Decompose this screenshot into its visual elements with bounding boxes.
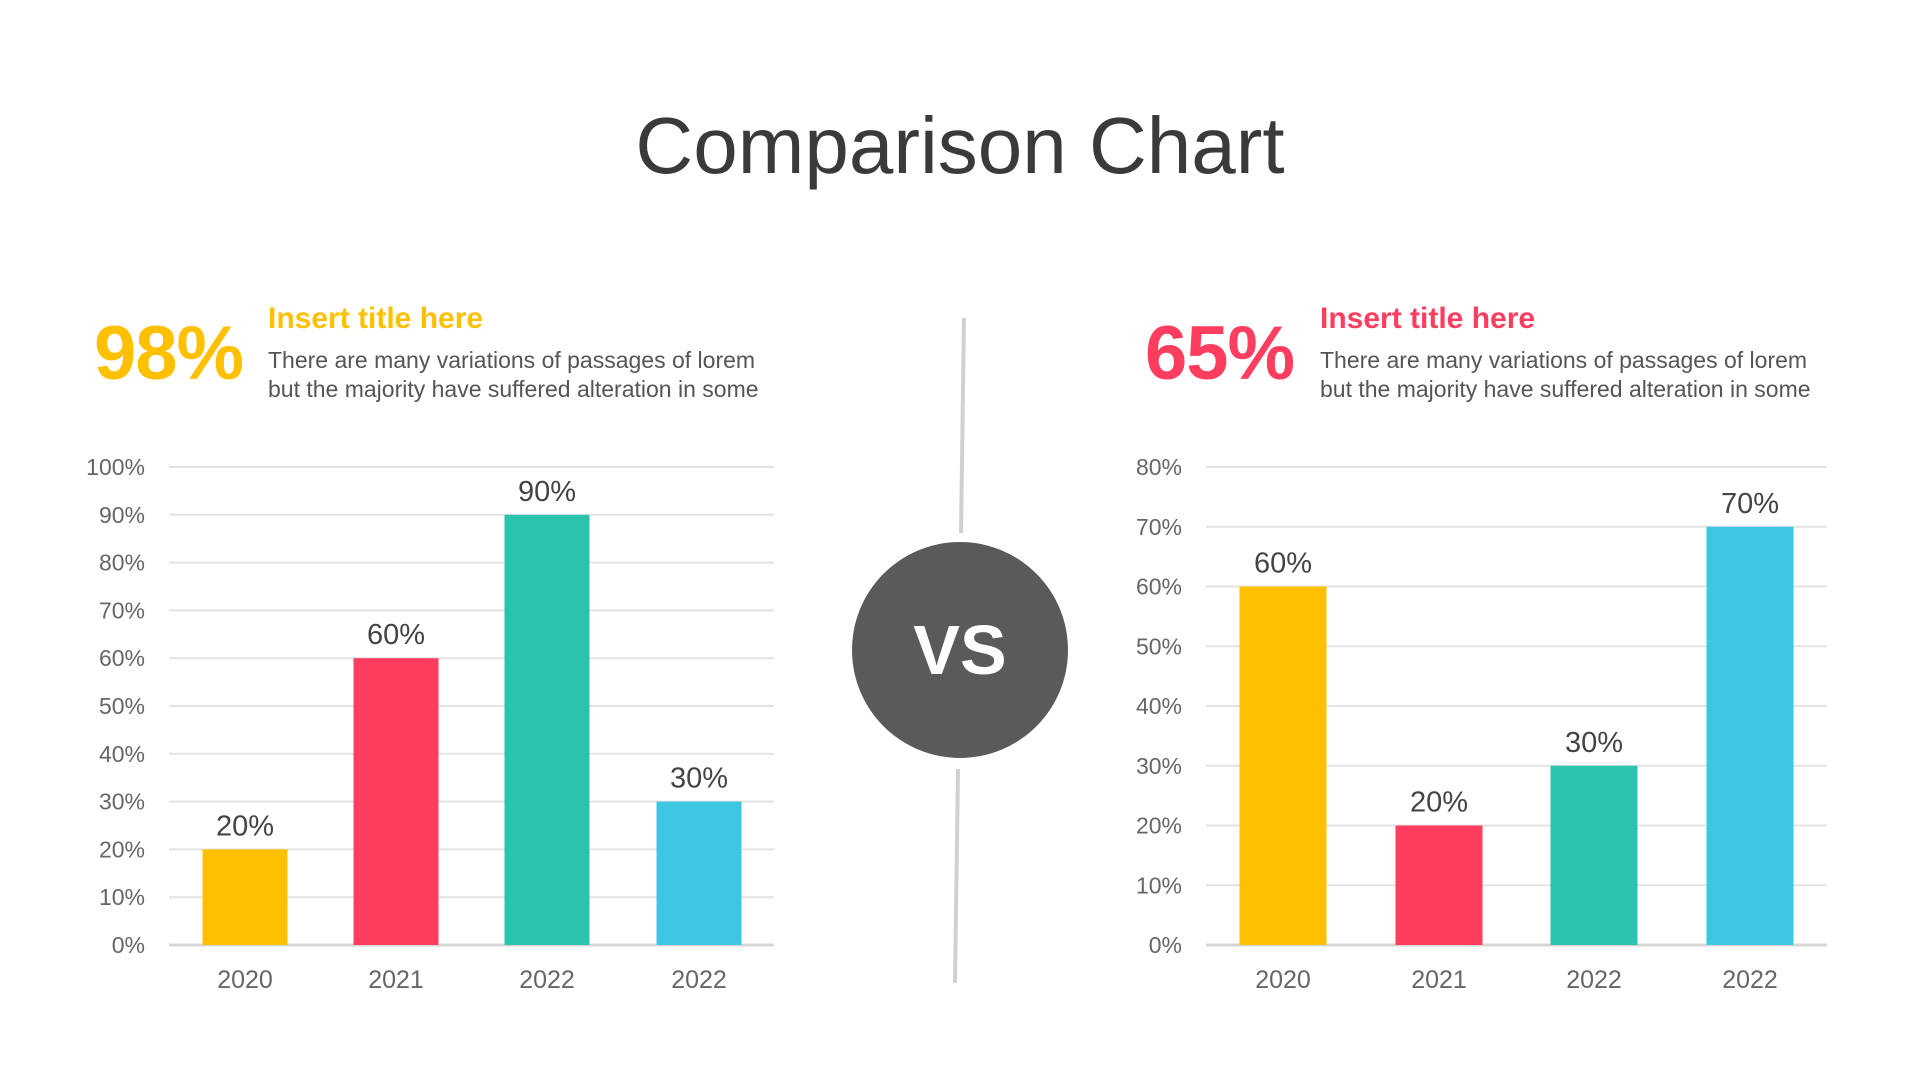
left-bar-2020 [202, 849, 288, 945]
vs-label: VS [913, 611, 1006, 689]
right-bar-2020 [1239, 586, 1327, 945]
left-data-label: 90% [518, 476, 576, 508]
right-y-tick-label: 60% [1136, 574, 1182, 600]
left-y-tick-label: 50% [99, 693, 145, 719]
right-x-tick-label: 2022 [1722, 966, 1778, 994]
left-x-tick-label: 2020 [217, 966, 273, 994]
right-y-tick-label: 20% [1136, 813, 1182, 839]
divider-top [959, 317, 966, 534]
right-bar-2022 [1550, 765, 1638, 945]
right-x-tick-label: 2022 [1566, 966, 1622, 994]
right-heading: Insert title here [1320, 302, 1536, 335]
right-stat: 65% [1145, 311, 1295, 396]
left-y-tick-label: 100% [86, 454, 145, 480]
right-y-tick-label: 10% [1136, 872, 1182, 898]
right-x-tick-label: 2021 [1411, 966, 1467, 994]
left-bar-2022 [656, 801, 742, 945]
left-y-tick-label: 60% [99, 645, 145, 671]
right-desc-line: There are many variations of passages of… [1320, 347, 1808, 373]
right-description: There are many variations of passages of… [1320, 346, 1811, 404]
divider-bottom [953, 768, 960, 984]
left-bar-chart: 0% 10% 20% 30% 40% 50% 60% 70% 80% 90% 100% 20% 2020… [86, 454, 774, 994]
left-y-tick-label: 70% [99, 597, 145, 623]
right-bar-chart: 0% 10% 20% 30% 40% 50% 60% 70% 80% 60% 2020 20% 2021… [1136, 454, 1827, 994]
left-y-tick-label: 20% [99, 836, 145, 862]
page-title: Comparison Chart [635, 101, 1285, 190]
right-data-label: 70% [1721, 488, 1779, 520]
left-stat: 98% [94, 311, 244, 396]
right-data-label: 60% [1254, 548, 1312, 580]
left-y-tick-label: 90% [99, 502, 145, 528]
vs-circle [852, 542, 1068, 758]
right-bar-2022 [1706, 526, 1794, 945]
left-data-label: 30% [670, 763, 728, 795]
right-data-label: 30% [1565, 727, 1623, 759]
right-desc-line: but the majority have suffered alteratio… [1320, 376, 1811, 402]
right-bar-2021 [1395, 825, 1483, 945]
left-description: There are many variations of passages of… [268, 346, 759, 404]
right-y-tick-label: 70% [1136, 514, 1182, 540]
left-desc-line: but the majority have suffered alteratio… [268, 376, 759, 402]
right-x-tick-label: 2020 [1255, 966, 1311, 994]
left-bar-2021 [353, 658, 439, 945]
left-y-tick-label: 40% [99, 741, 145, 767]
left-desc-line: There are many variations of passages of… [268, 347, 756, 373]
right-data-label: 20% [1410, 787, 1468, 819]
left-x-tick-label: 2022 [519, 966, 575, 994]
left-y-tick-label: 80% [99, 550, 145, 576]
left-data-label: 60% [367, 619, 425, 651]
right-y-tick-label: 80% [1136, 454, 1182, 480]
left-x-tick-label: 2022 [671, 966, 727, 994]
left-y-tick-label: 30% [99, 789, 145, 815]
left-y-tick-label: 0% [112, 932, 145, 958]
right-y-tick-label: 0% [1149, 932, 1182, 958]
left-y-tick-label: 10% [99, 884, 145, 910]
left-heading: Insert title here [268, 302, 484, 335]
right-y-tick-label: 30% [1136, 753, 1182, 779]
right-y-tick-label: 50% [1136, 633, 1182, 659]
left-data-label: 20% [216, 810, 274, 842]
right-y-tick-label: 40% [1136, 693, 1182, 719]
left-bar-2022 [504, 514, 590, 945]
left-x-tick-label: 2021 [368, 966, 424, 994]
